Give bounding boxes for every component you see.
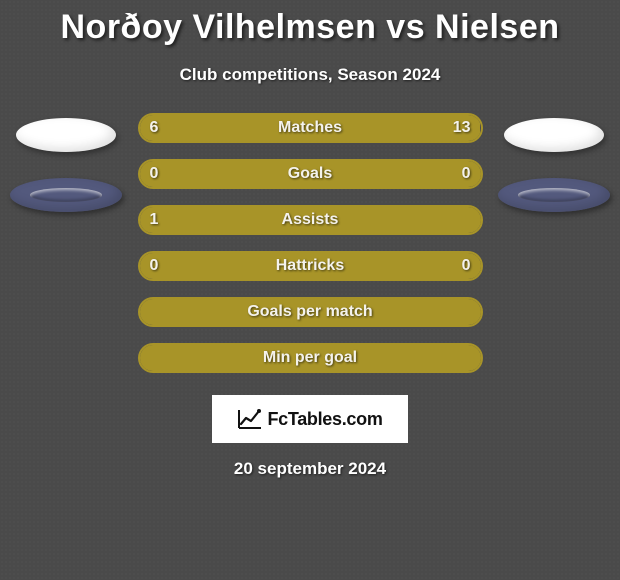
page-title: Norðoy Vilhelmsen vs Nielsen — [0, 0, 620, 47]
stat-fill-right — [310, 253, 481, 279]
stat-row: Min per goal — [138, 343, 483, 373]
player-right-badges — [498, 118, 610, 212]
stat-row: Assists1 — [138, 205, 483, 235]
stat-fill-left — [140, 345, 481, 371]
club-badge-left-plain — [16, 118, 116, 152]
stat-row: Goals per match — [138, 297, 483, 327]
page-subtitle: Club competitions, Season 2024 — [0, 65, 620, 85]
brand-logo-icon — [237, 408, 263, 430]
stat-fill-right — [310, 161, 481, 187]
stat-fill-left — [140, 115, 249, 141]
stat-row: Goals00 — [138, 159, 483, 189]
stat-row: Matches613 — [138, 113, 483, 143]
club-badge-right-ring — [498, 178, 610, 212]
brand-text: FcTables.com — [267, 409, 382, 430]
club-badge-left-ring — [10, 178, 122, 212]
stat-fill-right — [249, 115, 481, 141]
stat-fill-left — [140, 207, 481, 233]
player-left-badges — [10, 118, 122, 212]
stat-fill-left — [140, 161, 311, 187]
brand-box[interactable]: FcTables.com — [212, 395, 408, 443]
date-line: 20 september 2024 — [0, 459, 620, 479]
stat-row: Hattricks00 — [138, 251, 483, 281]
stat-fill-left — [140, 299, 481, 325]
club-badge-right-plain — [504, 118, 604, 152]
stat-fill-left — [140, 253, 311, 279]
